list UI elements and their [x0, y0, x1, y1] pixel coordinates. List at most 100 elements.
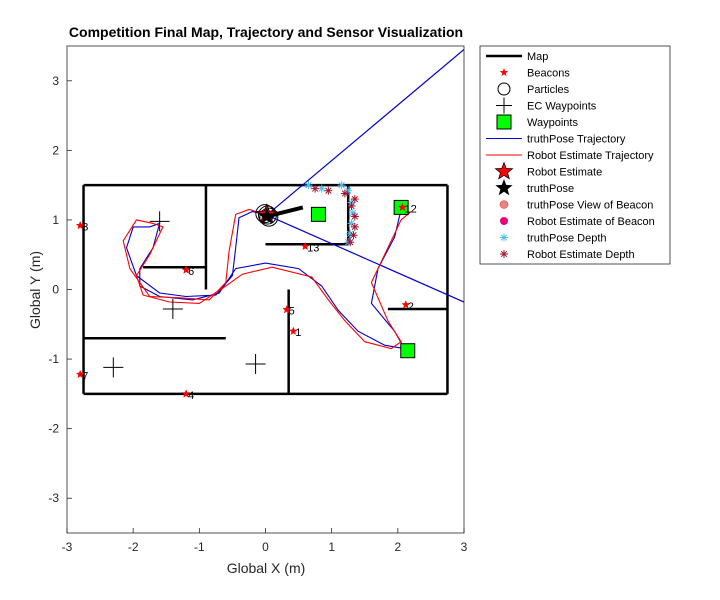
y-tick-label: 1 [52, 213, 59, 227]
estimate-depth-point-stroke [311, 185, 319, 192]
depth-ray [266, 214, 464, 303]
legend-entry: truthPose View of Beacon [499, 200, 653, 212]
legend-ec-waypoint-swatch [496, 97, 512, 114]
estimate-depth-point-stroke [348, 202, 355, 210]
legend-est-depth-swatch [500, 250, 508, 258]
estimate-depth-point [347, 202, 356, 211]
legend-entry: truthPose [495, 179, 574, 196]
truth-depth-point [337, 181, 346, 190]
beacon-id-label: 12 [404, 203, 416, 215]
estimate-depth-point [311, 184, 320, 193]
legend-truth-view-swatch [499, 200, 509, 209]
estimate-depth-point-stroke [325, 187, 332, 194]
particle-marker [259, 207, 279, 227]
beacon-marker [75, 220, 85, 230]
estimate-depth-point-stroke [350, 232, 357, 239]
estimate-depth-point-stroke [351, 195, 359, 203]
truth-depth-point [346, 229, 355, 238]
legend-est-view-swatch [500, 217, 508, 225]
ec-waypoint-marker [103, 357, 124, 378]
estimate-depth-point [350, 195, 359, 204]
legend-entry: Robot Estimate of Beacon [500, 216, 655, 228]
beacon-id-label: 2 [408, 301, 414, 313]
x-tick-label: -3 [62, 540, 73, 554]
estimate-trajectory [122, 208, 412, 350]
y-tick-label: -2 [48, 422, 59, 436]
beacon-marker [75, 369, 85, 379]
legend-truth-pose-swatch [495, 179, 513, 196]
chart-title: Competition Final Map, Trajectory and Se… [69, 24, 463, 40]
truth-depth-point-stroke [305, 181, 312, 189]
legend-label: Particles [527, 84, 570, 96]
truth-depth-point-stroke [318, 185, 325, 192]
beacon-id-label: 6 [188, 266, 194, 278]
truth-depth-point [304, 181, 313, 190]
legend-label: Map [527, 51, 548, 63]
estimate-depth-point [350, 222, 359, 231]
legend-label: Robot Estimate [527, 167, 602, 179]
beacon-marker [282, 305, 292, 314]
y-tick-label: 2 [52, 143, 59, 157]
truth-depth-point-stroke [348, 220, 355, 227]
estimate-depth-point-stroke [351, 213, 359, 220]
legend-label: truthPose [527, 183, 574, 195]
legend-entry: Robot Estimate [494, 161, 602, 180]
legend-waypoint-swatch [496, 114, 512, 130]
y-tick-label: -1 [48, 352, 59, 366]
beacon-marker [300, 241, 310, 251]
x-axis-ticks: -3 -2 -1 0 1 2 3 [62, 528, 468, 554]
estimate-depth-point [324, 186, 333, 195]
beacon-marker [398, 202, 407, 212]
ec-waypoint-marker [245, 353, 266, 374]
axes-box [66, 45, 465, 534]
truth-depth-point-stroke [347, 230, 354, 238]
legend-entry: truthPose Trajectory [486, 134, 626, 146]
legend-robot-estimate-swatch [494, 161, 514, 180]
estimate-depth-point-stroke [341, 190, 349, 197]
legend-entry: Map [486, 51, 548, 63]
beacon-id-label: 3 [82, 221, 88, 233]
x-tick-label: -1 [194, 540, 205, 554]
legend-entry: Robot Estimate Trajectory [486, 150, 654, 162]
beacon-id-label: 5 [289, 306, 295, 318]
ec-waypoint-marker [149, 211, 170, 232]
y-tick-label: -3 [48, 491, 59, 505]
legend-label: truthPose Depth [527, 233, 607, 245]
truth-depth-point-stroke [349, 209, 357, 217]
legend-entry: Robot Estimate Depth [500, 249, 635, 261]
y-axis-label: Global Y (m) [27, 251, 43, 329]
legend-entry: Waypoints [496, 114, 578, 130]
legend-items: Map Beacons Particles EC Waypoints Waypoints… [486, 51, 655, 261]
legend-label: Robot Estimate of Beacon [527, 216, 655, 228]
legend-beacon-swatch [499, 68, 509, 77]
beacon-id-label: 13 [307, 242, 319, 254]
legend-entry: Beacons [499, 68, 570, 80]
legend-truth-depth-swatch-stroke [500, 234, 508, 241]
beacon-id-label: 7 [82, 370, 88, 382]
x-tick-label: 2 [394, 540, 401, 554]
truth-pose-marker [258, 207, 276, 224]
legend-truth-depth-swatch [500, 233, 508, 242]
legend-label: truthPose View of Beacon [527, 200, 653, 212]
x-tick-label: 1 [328, 540, 335, 554]
estimate-depth-point-stroke [351, 223, 359, 231]
beacon-marker [181, 265, 191, 274]
x-tick-label: 3 [461, 540, 468, 554]
legend-est-depth-swatch-stroke [500, 250, 508, 258]
estimate-depth-point [349, 231, 358, 240]
beacon-id-label: 4 [188, 390, 194, 402]
beacon-id-label: 1 [295, 327, 301, 339]
y-axis-ticks: -3 -2 -1 0 1 2 3 [48, 74, 72, 505]
x-axis-label: Global X (m) [227, 560, 306, 576]
legend-entry: truthPose Depth [500, 233, 607, 245]
waypoint-marker [310, 206, 326, 222]
x-tick-label: 0 [262, 540, 269, 554]
estimate-depth-point [340, 189, 349, 198]
legend-label: Waypoints [527, 117, 578, 129]
beacon-marker [288, 326, 298, 336]
ec-waypoint-marker [162, 298, 183, 319]
legend-entry: EC Waypoints [496, 97, 597, 114]
